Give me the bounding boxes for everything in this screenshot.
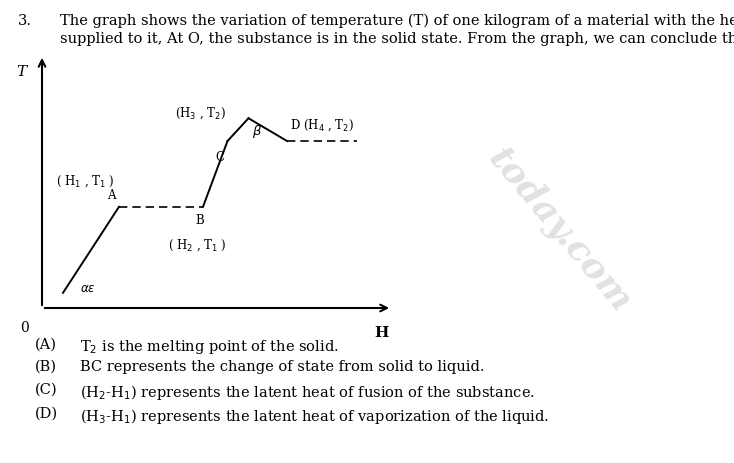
Text: T: T bbox=[16, 65, 26, 79]
Text: T$_2$ is the melting point of the solid.: T$_2$ is the melting point of the solid. bbox=[80, 338, 338, 356]
Text: H: H bbox=[374, 325, 389, 340]
Text: 0: 0 bbox=[20, 321, 29, 335]
Text: ( H$_1$ , T$_1$ ): ( H$_1$ , T$_1$ ) bbox=[56, 174, 115, 189]
Text: (H$_2$-H$_1$) represents the latent heat of fusion of the substance.: (H$_2$-H$_1$) represents the latent heat… bbox=[80, 383, 535, 402]
Text: $\beta$: $\beta$ bbox=[252, 123, 262, 140]
Text: B: B bbox=[195, 214, 204, 227]
Text: supplied to it, At O, the substance is in the solid state. From the graph, we ca: supplied to it, At O, the substance is i… bbox=[60, 32, 734, 46]
Text: (H$_3$ , T$_2$): (H$_3$ , T$_2$) bbox=[175, 105, 226, 121]
Text: ( H$_2$ , T$_1$ ): ( H$_2$ , T$_1$ ) bbox=[168, 237, 227, 253]
Text: $\alpha\varepsilon$: $\alpha\varepsilon$ bbox=[81, 282, 96, 295]
Text: A: A bbox=[107, 189, 115, 202]
Text: (B): (B) bbox=[35, 360, 57, 374]
Text: The graph shows the variation of temperature (T) of one kilogram of a material w: The graph shows the variation of tempera… bbox=[60, 14, 734, 28]
Text: BC represents the change of state from solid to liquid.: BC represents the change of state from s… bbox=[80, 360, 484, 374]
Text: C: C bbox=[215, 151, 224, 164]
Text: (H$_3$-H$_1$) represents the latent heat of vaporization of the liquid.: (H$_3$-H$_1$) represents the latent heat… bbox=[80, 407, 549, 426]
Text: (D): (D) bbox=[35, 407, 58, 421]
Text: (C): (C) bbox=[35, 383, 58, 397]
Text: D (H$_4$ , T$_2$): D (H$_4$ , T$_2$) bbox=[291, 118, 355, 133]
Text: 3.: 3. bbox=[18, 14, 32, 28]
Text: (A): (A) bbox=[35, 338, 57, 352]
Text: today.com: today.com bbox=[482, 141, 639, 319]
